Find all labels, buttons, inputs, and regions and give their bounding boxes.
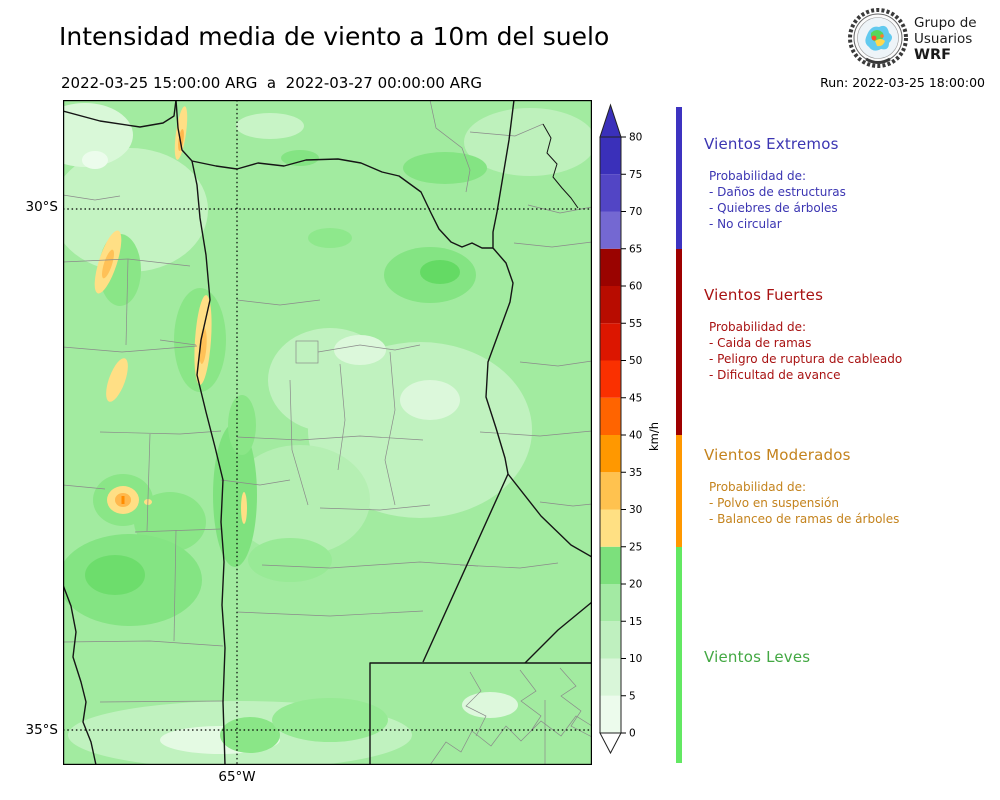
lat-label-35s: 35°S — [25, 722, 59, 738]
svg-text:40: 40 — [629, 430, 642, 442]
svg-text:10: 10 — [629, 653, 642, 665]
svg-text:20: 20 — [629, 579, 642, 591]
legend-moderados-item: - Polvo en suspensión — [709, 496, 839, 510]
province-boundaries — [62, 99, 593, 766]
wind-map — [37, 99, 596, 769]
lat-label-30s: 30°S — [25, 199, 59, 215]
legend-extremos-item: - Quiebres de árboles — [709, 201, 838, 215]
legend-fuertes-item: - Peligro de ruptura de cableado — [709, 352, 903, 366]
wind-map-svg — [37, 99, 596, 769]
legend-moderados-item: - Balanceo de ramas de árboles — [709, 512, 900, 526]
category-strip-segment-2 — [676, 435, 682, 547]
legend-moderados-prob-title: Probabilidad de: — [709, 480, 807, 494]
wrf-logo-text: Grupo de Usuarios WRF — [914, 15, 977, 63]
svg-text:70: 70 — [629, 206, 642, 218]
page-title: Intensidad media de viento a 10m del sue… — [59, 22, 610, 51]
colorbar-svg: 0 5 10 15 20 25 30 35 40 45 50 55 60 65 70 75 80 km/h — [599, 103, 661, 755]
high-wind-streaks — [94, 106, 247, 524]
forecast-date-range: 2022-03-25 15:00:00 ARG a 2022-03-27 00:… — [61, 74, 483, 92]
department-boundaries — [62, 99, 593, 766]
svg-text:0: 0 — [629, 728, 636, 740]
model-run-timestamp: Run: 2022-03-25 18:00:00 — [820, 75, 985, 90]
svg-text:30: 30 — [629, 504, 642, 516]
legend-extremos-item: - Daños de estructuras — [709, 185, 846, 199]
legend-extremos: Vientos Extremos Probabilidad de: - Daño… — [704, 135, 996, 232]
category-strip-segment-0 — [676, 107, 682, 249]
wrf-logo-icon — [846, 8, 910, 72]
svg-text:35: 35 — [629, 467, 642, 479]
wind-field-base — [37, 100, 596, 769]
legend-moderados: Vientos Moderados Probabilidad de: - Pol… — [704, 446, 996, 527]
legend-leves: Vientos Leves — [704, 648, 996, 666]
legend-fuertes-item: - Caida de ramas — [709, 336, 812, 350]
lon-label-65w: 65°W — [218, 769, 256, 785]
legend-extremos-title: Vientos Extremos — [704, 135, 839, 153]
map-frame — [62, 99, 592, 765]
graticule-lines — [63, 100, 592, 765]
legend-moderados-title: Vientos Moderados — [704, 446, 851, 464]
category-strip-segment-3 — [676, 546, 682, 763]
legend-fuertes-title: Vientos Fuertes — [704, 286, 824, 304]
svg-text:km/h: km/h — [647, 422, 661, 451]
logo-line-3: WRF — [914, 47, 952, 63]
category-strip-segment-1 — [676, 248, 682, 435]
svg-text:60: 60 — [629, 281, 642, 293]
category-strip — [676, 100, 682, 770]
svg-text:55: 55 — [629, 318, 642, 330]
legend-extremos-prob-title: Probabilidad de: — [709, 169, 807, 183]
svg-text:15: 15 — [629, 616, 642, 628]
logo-line-2: Usuarios — [914, 31, 973, 47]
svg-text:5: 5 — [629, 690, 636, 702]
wrf-logo-emblem — [848, 8, 908, 68]
svg-text:65: 65 — [629, 243, 642, 255]
legend-extremos-item: - No circular — [709, 217, 782, 231]
legend-fuertes: Vientos Fuertes Probabilidad de: - Caida… — [704, 286, 996, 383]
legend-leves-title: Vientos Leves — [704, 648, 811, 666]
svg-text:25: 25 — [629, 541, 642, 553]
svg-text:45: 45 — [629, 392, 642, 404]
logo-line-1: Grupo de — [914, 15, 977, 31]
svg-text:80: 80 — [629, 132, 642, 144]
legend-fuertes-prob-title: Probabilidad de: — [709, 320, 807, 334]
legend-fuertes-item: - Dificultad de avance — [709, 368, 841, 382]
svg-text:50: 50 — [629, 355, 642, 367]
svg-text:75: 75 — [629, 169, 642, 181]
